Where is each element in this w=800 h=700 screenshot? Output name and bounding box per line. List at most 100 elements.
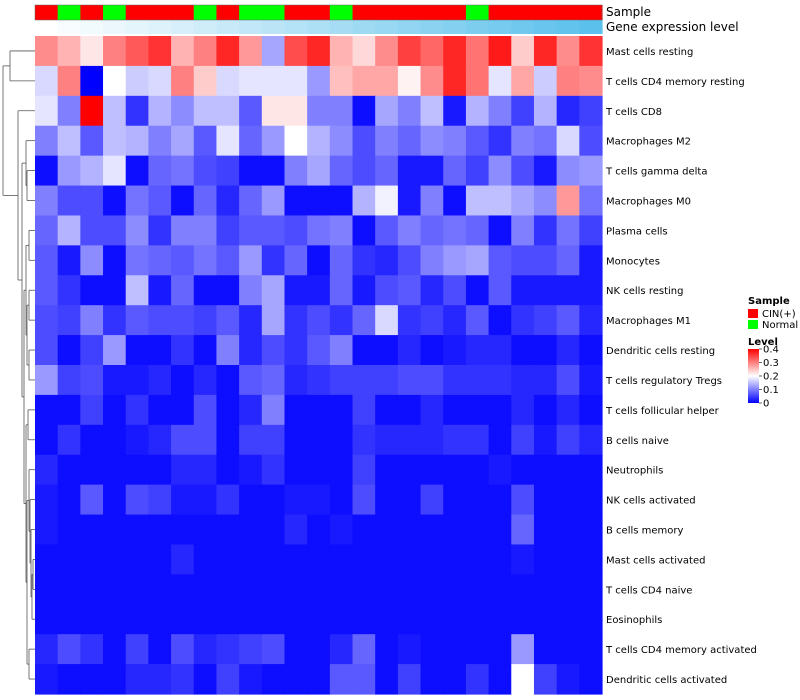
heatmap-cell <box>579 305 603 336</box>
heatmap-cell <box>420 484 444 516</box>
sample-annotation-cell <box>329 5 354 20</box>
heatmap-cell <box>511 215 535 246</box>
heatmap-cell <box>397 335 422 366</box>
heatmap-cell <box>148 65 172 97</box>
heatmap-cell <box>307 275 331 306</box>
heatmap-cell <box>193 185 218 217</box>
heatmap-cell <box>148 544 172 575</box>
heatmap-cell <box>148 95 172 127</box>
heatmap-cell <box>239 36 263 67</box>
heatmap-cell <box>352 604 376 635</box>
heatmap-cell <box>397 36 422 67</box>
heatmap-cell <box>579 574 603 605</box>
heatmap-cell <box>443 335 467 366</box>
heatmap-cell <box>488 36 512 67</box>
heatmap-cell <box>465 365 490 396</box>
heatmap-cell <box>579 245 603 276</box>
heatmap-cell <box>261 664 286 695</box>
heatmap-cell <box>397 125 422 157</box>
row-label: T cells CD4 memory activated <box>605 645 757 656</box>
heatmap-cell <box>80 305 104 336</box>
heatmap-cell <box>57 245 81 276</box>
heatmap-cell <box>148 574 172 605</box>
heatmap-cells <box>35 36 603 695</box>
heatmap-cell <box>465 95 490 127</box>
heatmap-cell <box>148 664 172 695</box>
heatmap-cell <box>57 514 81 546</box>
heatmap-cell <box>148 245 172 276</box>
heatmap-cell <box>171 95 195 127</box>
heatmap-cell <box>103 514 127 546</box>
heatmap-cell <box>216 604 240 635</box>
heatmap-cell <box>488 155 512 187</box>
heatmap-cell <box>511 424 535 456</box>
heatmap-cell <box>533 125 558 157</box>
heatmap-cell <box>443 514 467 546</box>
heatmap-cell <box>533 544 558 575</box>
heatmap-cell <box>57 185 81 217</box>
heatmap-cell <box>307 454 331 486</box>
heatmap-cell <box>284 424 308 456</box>
heatmap-cell <box>171 155 195 187</box>
heatmap-cell <box>57 36 81 67</box>
heatmap-cell <box>533 454 558 486</box>
heatmap-cell <box>216 634 240 665</box>
heatmap-cell <box>125 65 149 97</box>
heatmap-cell <box>57 574 81 605</box>
heatmap-cell <box>125 394 149 426</box>
heatmap-cell <box>261 155 286 187</box>
heatmap-cell <box>397 65 422 97</box>
heatmap-cell <box>80 125 104 157</box>
heatmap-cell <box>171 604 195 635</box>
sample-annotation-cell <box>284 5 308 20</box>
heatmap-cell <box>352 215 376 246</box>
heatmap-cell <box>556 394 580 426</box>
heatmap-cell <box>57 275 81 306</box>
row-label: T cells CD4 memory resting <box>605 77 745 88</box>
heatmap-cell <box>556 454 580 486</box>
heatmap-cell <box>352 454 376 486</box>
heatmap-cell <box>352 36 376 67</box>
heatmap-cell <box>193 95 218 127</box>
legend-level-tick-label: 0.2 <box>763 372 779 383</box>
heatmap-cell <box>103 305 127 336</box>
heatmap-cell <box>465 484 490 516</box>
heatmap-cell <box>239 335 263 366</box>
heatmap-cell <box>307 424 331 456</box>
heatmap-cell <box>397 185 422 217</box>
expression-annotation-cell <box>420 20 444 34</box>
heatmap-cell <box>239 65 263 97</box>
heatmap-cell <box>556 36 580 67</box>
heatmap-cell <box>488 185 512 217</box>
heatmap-cell <box>193 484 218 516</box>
heatmap-cell <box>80 155 104 187</box>
heatmap-cell <box>261 215 286 246</box>
heatmap-cell <box>239 634 263 665</box>
row-label: Macrophages M2 <box>606 137 691 148</box>
heatmap-cell <box>511 335 535 366</box>
expression-annotation-cell <box>239 20 263 34</box>
heatmap-cell <box>193 544 218 575</box>
heatmap-cell <box>193 664 218 695</box>
row-label: T cells CD4 naive <box>605 585 692 596</box>
heatmap-cell <box>239 155 263 187</box>
heatmap-cell <box>420 155 444 187</box>
heatmap-cell <box>420 95 444 127</box>
legend-swatch-normal <box>748 320 758 329</box>
heatmap-cell <box>125 275 149 306</box>
heatmap-cell <box>375 215 399 246</box>
legend-label-cin: CIN(+) <box>762 309 796 320</box>
heatmap-cell <box>239 275 263 306</box>
heatmap-cell <box>352 335 376 366</box>
heatmap-cell <box>329 514 354 546</box>
heatmap-cell <box>103 245 127 276</box>
heatmap-cell <box>465 604 490 635</box>
heatmap-cell <box>397 454 422 486</box>
heatmap-cell <box>443 544 467 575</box>
heatmap-cell <box>103 454 127 486</box>
heatmap-cell <box>284 155 308 187</box>
heatmap-cell <box>307 95 331 127</box>
expression-annotation-cell <box>488 20 512 34</box>
heatmap-cell <box>57 155 81 187</box>
